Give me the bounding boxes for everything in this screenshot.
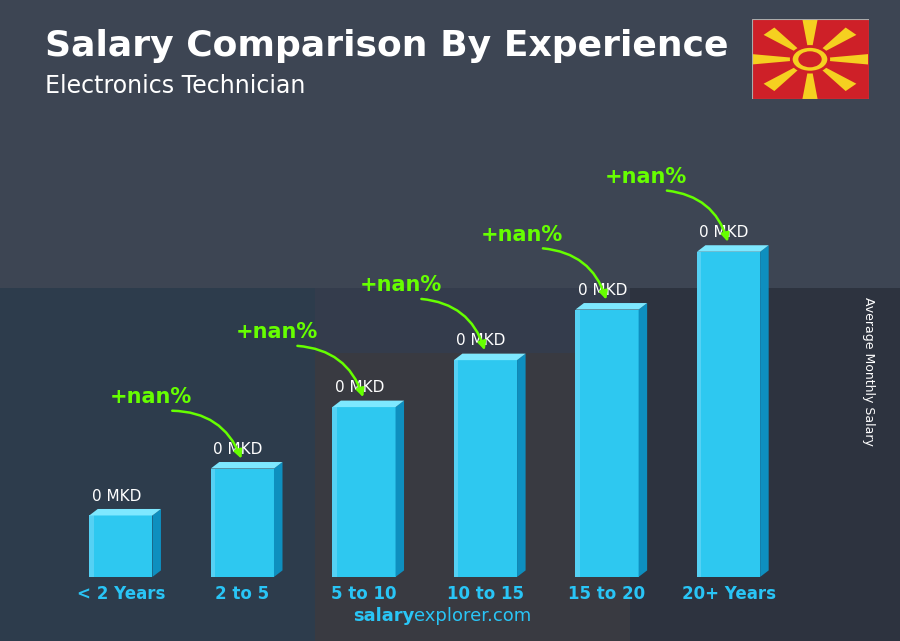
Text: 0 MKD: 0 MKD (578, 283, 627, 297)
Polygon shape (518, 354, 526, 577)
Text: Salary Comparison By Experience: Salary Comparison By Experience (45, 29, 728, 63)
Polygon shape (760, 246, 769, 577)
Bar (332, 407, 395, 577)
Circle shape (798, 51, 822, 67)
Bar (0, 0, 900, 288)
Text: salary: salary (353, 607, 414, 625)
Text: 0 MKD: 0 MKD (92, 488, 141, 504)
Polygon shape (810, 54, 868, 65)
Polygon shape (803, 60, 817, 99)
Text: 0 MKD: 0 MKD (335, 380, 384, 395)
Bar (89, 515, 152, 577)
Polygon shape (697, 246, 769, 252)
Polygon shape (274, 462, 283, 577)
Polygon shape (89, 509, 161, 515)
Bar (454, 360, 458, 577)
Text: Electronics Technician: Electronics Technician (45, 74, 305, 97)
Polygon shape (803, 20, 817, 60)
Polygon shape (810, 60, 857, 91)
Text: +nan%: +nan% (481, 224, 563, 244)
Bar (697, 252, 701, 577)
Bar (630, 288, 900, 641)
Bar (697, 252, 760, 577)
Text: +nan%: +nan% (235, 322, 318, 342)
Text: +nan%: +nan% (605, 167, 687, 187)
Polygon shape (810, 28, 857, 60)
Polygon shape (575, 303, 647, 310)
Bar (454, 360, 518, 577)
Text: 0 MKD: 0 MKD (699, 225, 749, 240)
Polygon shape (763, 28, 810, 60)
Text: Average Monthly Salary: Average Monthly Salary (862, 297, 875, 446)
Text: 0 MKD: 0 MKD (213, 442, 263, 456)
Polygon shape (639, 303, 647, 577)
Bar (89, 515, 94, 577)
Polygon shape (763, 60, 810, 91)
Polygon shape (752, 54, 810, 65)
Text: +nan%: +nan% (359, 275, 442, 295)
Bar (575, 310, 639, 577)
Bar (575, 310, 580, 577)
Text: explorer.com: explorer.com (414, 607, 531, 625)
Bar (211, 469, 215, 577)
Text: 0 MKD: 0 MKD (456, 333, 506, 348)
Bar (332, 407, 337, 577)
Bar (0, 288, 315, 641)
Polygon shape (152, 509, 161, 577)
Bar (211, 469, 274, 577)
Polygon shape (454, 354, 526, 360)
Polygon shape (395, 401, 404, 577)
Polygon shape (211, 462, 283, 469)
Text: +nan%: +nan% (110, 387, 193, 407)
Bar (315, 353, 630, 641)
Polygon shape (332, 401, 404, 407)
Circle shape (791, 46, 829, 72)
